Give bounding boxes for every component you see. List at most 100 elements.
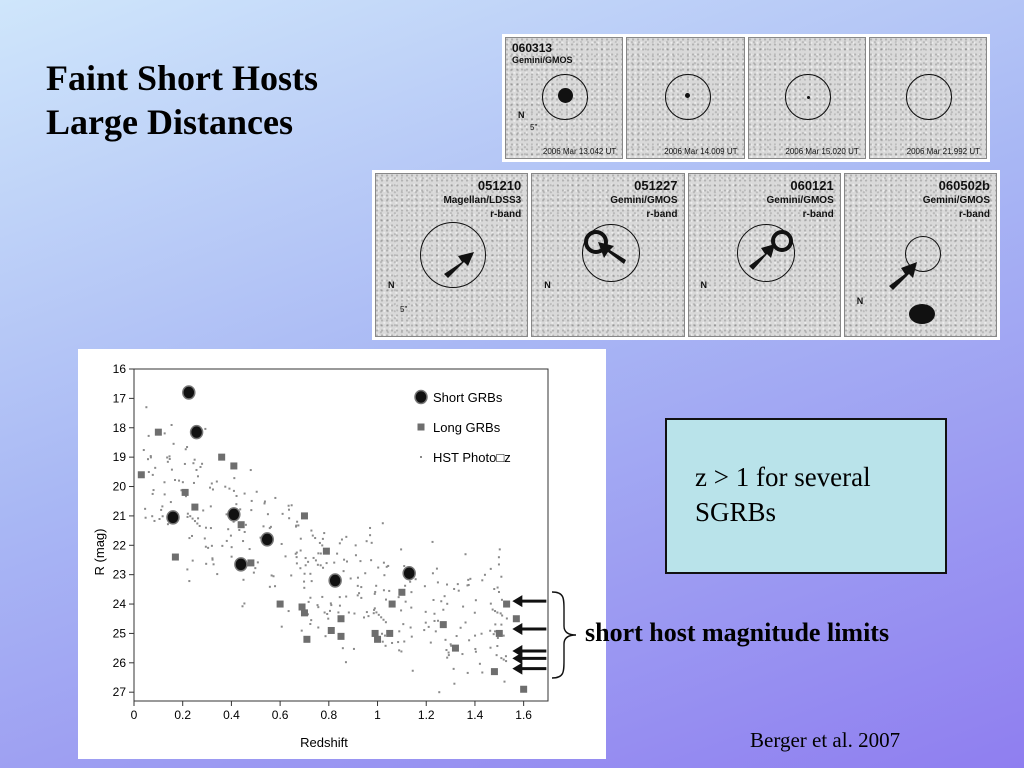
photz-point (383, 634, 386, 637)
photz-point (204, 526, 207, 529)
photz-point (346, 560, 349, 563)
band-label: r-band (958, 209, 990, 220)
photz-point (478, 662, 481, 665)
photz-point (474, 634, 477, 637)
photz-point (210, 482, 213, 485)
photz-point (505, 660, 508, 663)
photz-point (498, 548, 501, 551)
photz-point (230, 555, 233, 558)
photz-point (290, 574, 293, 577)
photz-point (262, 525, 265, 528)
photz-point (312, 556, 315, 559)
photz-point (290, 504, 293, 507)
photz-point (161, 505, 164, 508)
photz-point (424, 621, 427, 624)
long-grb-point (495, 629, 503, 637)
photz-point (370, 559, 373, 562)
grb-id-label: 051210 (477, 178, 522, 193)
y-tick-label: 26 (113, 656, 127, 670)
north-indicator: N (856, 296, 864, 306)
photz-point (446, 602, 449, 605)
photz-point (452, 667, 455, 670)
photz-point (168, 455, 171, 458)
photz-point (295, 551, 298, 554)
instrument-label: Gemini/GMOS (766, 195, 834, 206)
arrow-icon (888, 262, 917, 290)
photz-point (235, 494, 238, 497)
photz-point (447, 651, 450, 654)
photz-point (295, 556, 298, 559)
long-grb-point (137, 471, 145, 479)
photz-point (342, 570, 345, 573)
short-grb-series (166, 385, 416, 588)
photz-point (356, 576, 359, 579)
photz-point (299, 537, 302, 540)
photz-point (431, 572, 434, 575)
afterglow-source (685, 93, 691, 98)
photz-point (295, 524, 298, 527)
photz-point (151, 473, 154, 476)
photz-point (227, 528, 230, 531)
long-grb-point (300, 512, 308, 520)
short-grb-point (328, 573, 342, 588)
photz-point (243, 602, 246, 605)
x-tick-label: 1.2 (418, 708, 435, 722)
photz-point (205, 562, 208, 565)
photz-point (188, 580, 191, 583)
instrument-label: Gemini/GMOS (512, 55, 573, 65)
photz-point (146, 458, 149, 461)
photz-point (243, 492, 246, 495)
photz-point (254, 567, 257, 570)
magnitude-redshift-chart: 0 0.2 0.4 0.6 0.8 1 1.2 1.4 1.6 16 17 18 19 20 21 22 23 2… (92, 362, 549, 750)
photz-point (186, 446, 189, 449)
photz-point (387, 564, 390, 567)
photz-point (360, 596, 363, 599)
long-grb-point (276, 600, 284, 608)
photz-point (201, 462, 204, 465)
host-galaxy (908, 304, 935, 324)
photz-point (191, 534, 194, 537)
photz-point (375, 611, 378, 614)
observation-date: 2006 Mar 13.042 UT (542, 147, 617, 156)
photz-point (383, 574, 386, 577)
photz-point (367, 615, 370, 618)
photz-point (184, 495, 187, 498)
photz-point (186, 512, 189, 515)
band-label: r-band (802, 209, 834, 220)
arrow-icon (748, 244, 775, 270)
limit-arrow-head (512, 595, 523, 608)
photz-point (172, 442, 175, 445)
photz-point (374, 590, 377, 593)
long-grb-point (218, 453, 226, 461)
photz-point (174, 479, 177, 482)
long-grb-point (322, 547, 330, 555)
y-tick-label: 27 (113, 685, 127, 699)
photz-point (178, 479, 181, 482)
long-grb-point (247, 559, 255, 567)
photz-point (170, 423, 173, 426)
photz-point (209, 505, 212, 508)
host-galaxy-marker (770, 230, 793, 252)
photz-point (410, 591, 413, 594)
photz-point (445, 649, 448, 652)
photz-point (198, 524, 201, 527)
photz-point (321, 544, 324, 547)
photz-point (435, 567, 438, 570)
long-grb-point (371, 629, 379, 637)
photz-point (453, 587, 456, 590)
long-grb-point (171, 553, 179, 561)
y-tick-label: 16 (113, 362, 127, 376)
photz-point (188, 537, 191, 540)
long-grb-point (230, 462, 238, 470)
photz-point (375, 584, 378, 587)
photz-point (450, 644, 453, 647)
photz-point (199, 465, 202, 468)
photz-point (496, 645, 499, 648)
photz-point (186, 568, 189, 571)
photz-point (149, 455, 152, 458)
long-grb-point (154, 428, 162, 436)
photz-point (400, 650, 403, 653)
long-grb-point (191, 503, 199, 511)
host-panel-060502b: 060502b Gemini/GMOS r-band N (843, 173, 997, 337)
afterglow-panel-2: 2006 Mar 14.009 UT (626, 37, 745, 159)
